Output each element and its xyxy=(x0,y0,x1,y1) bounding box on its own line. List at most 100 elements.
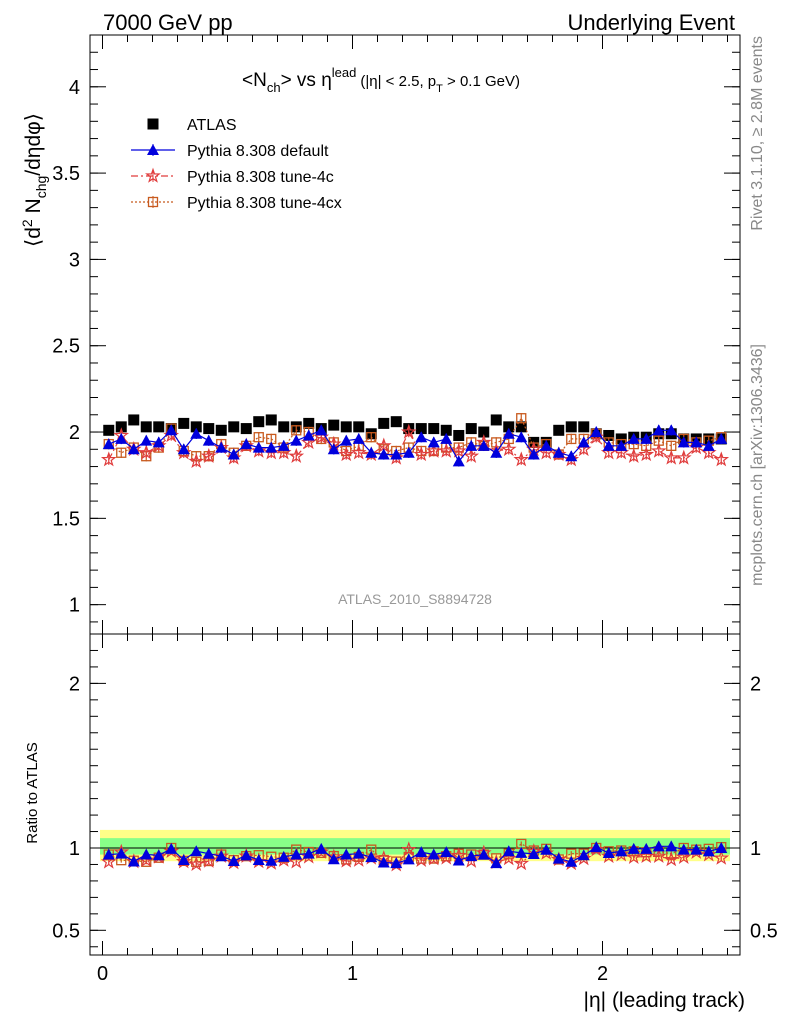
data-point xyxy=(675,449,692,465)
data-point xyxy=(650,442,667,458)
ratio-point xyxy=(290,848,303,860)
ratio-point xyxy=(177,854,190,866)
ratio-point xyxy=(613,846,630,862)
ratio-point xyxy=(100,853,117,869)
data-point xyxy=(265,441,278,453)
data-point xyxy=(552,446,565,458)
ratio-point xyxy=(663,851,680,867)
ratio-point xyxy=(400,841,417,857)
data-point xyxy=(115,432,128,444)
ratio-tick-label-right: 0.5 xyxy=(750,920,778,942)
data-point xyxy=(690,436,703,448)
ratio-point xyxy=(165,842,178,854)
legend-entry: Pythia 8.308 tune-4cx xyxy=(131,195,342,212)
data-point xyxy=(277,439,290,451)
data-point xyxy=(503,421,515,433)
data-point xyxy=(565,450,578,462)
ratio-point xyxy=(638,848,655,864)
data-point xyxy=(638,446,655,462)
data-point xyxy=(252,441,265,453)
data-point xyxy=(365,446,378,458)
data-point xyxy=(515,431,528,443)
data-point xyxy=(627,432,640,444)
ratio-point xyxy=(188,855,205,872)
data-point xyxy=(140,434,153,446)
data-point xyxy=(463,447,480,464)
ratio-panel xyxy=(89,633,741,956)
data-point xyxy=(425,442,442,458)
data-point xyxy=(302,429,315,441)
plot-title-sup: lead xyxy=(332,65,357,80)
ratio-point xyxy=(352,847,365,859)
data-point xyxy=(563,451,580,467)
data-point xyxy=(340,421,352,433)
data-point xyxy=(402,446,415,458)
data-point xyxy=(150,437,167,453)
data-point xyxy=(100,451,117,467)
data-point xyxy=(327,443,340,455)
ratio-point xyxy=(465,850,478,862)
series-1 xyxy=(102,424,728,869)
series-line-main xyxy=(108,430,722,463)
data-point xyxy=(288,447,305,464)
data-point xyxy=(527,448,540,460)
y-tick-label: 4 xyxy=(69,77,80,99)
ratio-point xyxy=(675,848,692,865)
ratio-point xyxy=(477,848,490,860)
ratio-point xyxy=(515,846,528,858)
data-point xyxy=(453,429,465,441)
data-point xyxy=(502,427,515,439)
data-point xyxy=(450,442,467,458)
ratio-point xyxy=(288,853,305,869)
data-point xyxy=(190,427,203,439)
data-point xyxy=(578,421,590,433)
data-point xyxy=(375,437,392,453)
ratio-tick-label-left: 1 xyxy=(69,838,80,860)
data-point xyxy=(152,436,165,448)
legend-marker xyxy=(147,144,159,155)
ratio-tick-label-left: 0.5 xyxy=(52,920,80,942)
data-point xyxy=(227,448,240,460)
header-right: Underlying Event xyxy=(567,10,735,35)
data-point xyxy=(175,444,192,460)
ratio-point xyxy=(540,843,553,855)
ratio-point xyxy=(252,853,265,865)
data-point xyxy=(103,424,115,436)
legend-marker xyxy=(147,118,159,130)
data-point xyxy=(378,417,390,429)
ratio-point xyxy=(200,852,217,868)
ratio-point xyxy=(575,850,592,866)
x-tick-label: 0 xyxy=(97,963,108,985)
data-point xyxy=(677,436,690,448)
ratio-point xyxy=(277,850,290,862)
ratio-point xyxy=(715,842,728,853)
data-point xyxy=(215,441,228,453)
legend: ATLAS Pythia 8.308 default Pythia 8.308 tu… xyxy=(131,117,342,212)
data-point xyxy=(440,424,452,436)
data-point xyxy=(553,424,565,436)
data-point xyxy=(138,444,155,460)
data-point xyxy=(577,436,590,448)
ratio-point xyxy=(702,845,715,857)
data-point xyxy=(565,421,577,433)
data-point xyxy=(390,416,402,428)
data-point xyxy=(490,446,503,458)
data-point xyxy=(665,424,678,436)
data-point xyxy=(240,438,253,450)
data-point xyxy=(352,432,365,444)
ratio-tick-label-left: 2 xyxy=(69,673,80,695)
y-tick-label: 3 xyxy=(69,249,80,271)
data-point xyxy=(340,434,353,446)
ratio-point xyxy=(615,845,628,857)
data-point xyxy=(652,424,665,436)
data-point xyxy=(153,421,165,433)
y-axis-label-main: ⟨d2 Nchg/dηdφ⟩ xyxy=(19,113,49,247)
ratio-point xyxy=(427,848,440,860)
y-tick-label: 2 xyxy=(69,422,80,444)
ratio-point xyxy=(677,843,690,855)
data-point xyxy=(500,440,517,457)
data-point xyxy=(228,421,240,433)
data-point xyxy=(177,443,190,455)
ratio-point xyxy=(527,847,540,859)
plot-title-cond-sub: T xyxy=(436,83,443,95)
